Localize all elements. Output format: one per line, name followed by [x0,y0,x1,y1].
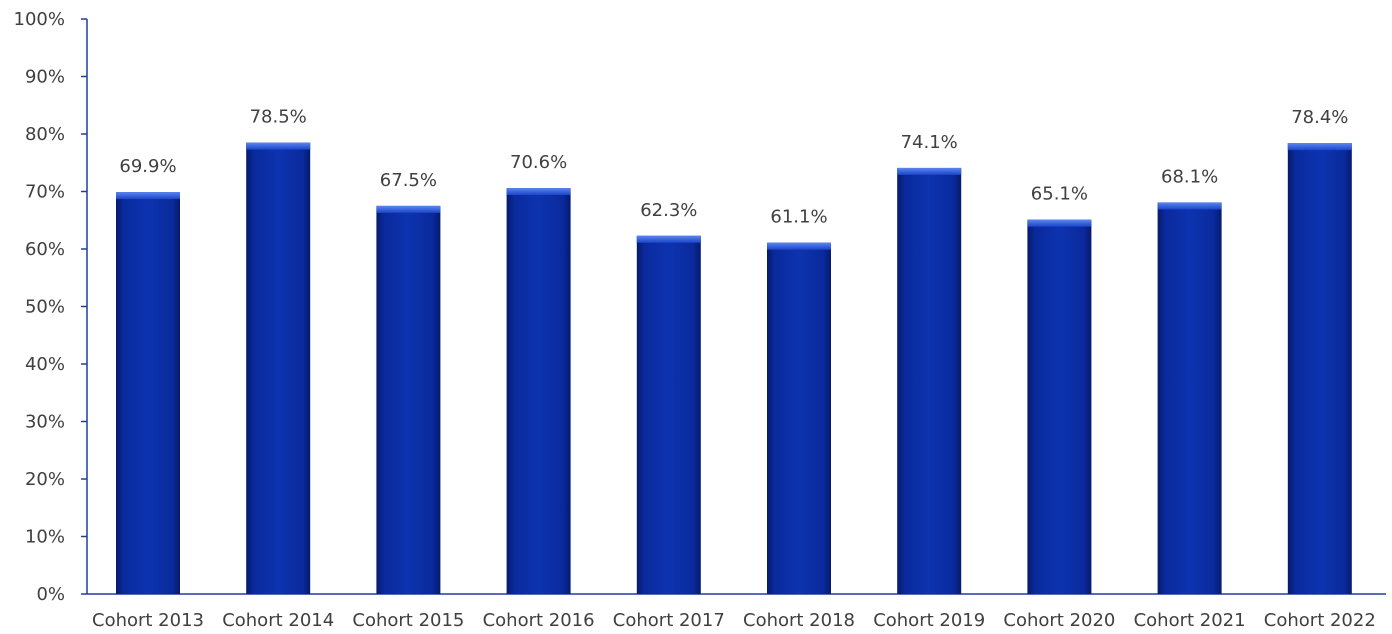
x-category-label: Cohort 2020 [1003,610,1115,631]
x-category-label: Cohort 2021 [1134,610,1246,631]
x-category-label: Cohort 2013 [92,610,204,631]
bar-cap [897,167,962,175]
bar-body [1287,143,1352,594]
bar [116,192,180,594]
y-tick-label: 30% [25,412,65,433]
bar-body [897,167,962,595]
bar [897,167,962,595]
data-label: 65.1% [1031,184,1088,205]
y-tick-label: 70% [25,182,65,203]
data-label: 74.1% [901,132,958,153]
y-tick-label: 20% [25,469,65,490]
y-axis: 0% 10% 20% 30% 40% 50% 60% 70% 80% 90% 100% [14,9,88,605]
data-label: 70.6% [510,152,567,173]
bar [1287,143,1352,594]
y-tick-label: 50% [25,297,65,318]
y-tick-label: 90% [25,67,65,88]
x-axis: Cohort 2013 Cohort 2014 Cohort 2015 Cohort … [87,593,1386,631]
bar-cap [1027,219,1092,227]
bar [636,235,701,594]
data-label: 69.9% [119,156,176,177]
bar-cap [506,188,571,196]
y-tick-label: 0% [36,584,65,605]
bar [246,142,311,594]
bar-cap [1287,143,1352,151]
bar-body [246,142,311,594]
bar-cap [246,142,311,150]
y-tick-label: 10% [25,527,65,548]
data-label: 78.4% [1291,107,1348,128]
bar [1027,219,1092,595]
y-tick-label: 40% [25,354,65,375]
data-label: 67.5% [380,170,437,191]
bar-body [636,235,701,594]
bar [767,242,831,595]
data-label: 68.1% [1161,166,1218,187]
x-category-label: Cohort 2015 [352,610,464,631]
bar-body [1027,219,1092,595]
bar [506,188,571,595]
data-labels-group: 69.9% 78.5% 67.5% 70.6% 62.3% 61.1% 74.1% 65.1%… [119,107,1348,228]
data-label: 62.3% [640,200,697,221]
bar-cap [636,235,701,243]
y-tick-label: 60% [25,239,65,260]
x-category-label: Cohort 2018 [743,610,855,631]
bar [1157,202,1222,595]
y-tick-label: 80% [25,124,65,145]
data-label: 78.5% [250,107,307,128]
bar-cap [767,242,831,250]
data-label: 61.1% [770,207,827,228]
bar-cap [376,205,441,213]
x-category-label: Cohort 2022 [1264,610,1376,631]
bar-body [116,192,180,594]
bar-cap [116,192,180,200]
x-category-label: Cohort 2014 [222,610,334,631]
x-category-label: Cohort 2019 [873,610,985,631]
x-category-label: Cohort 2017 [613,610,725,631]
bar-body [506,188,571,595]
x-category-label: Cohort 2016 [483,610,595,631]
bars-group [116,142,1352,595]
y-tick-label: 100% [14,9,65,30]
bar [376,205,441,594]
bar-body [376,205,441,594]
bar-body [1157,202,1222,595]
bar-cap [1157,202,1222,210]
bar-body [767,242,831,595]
